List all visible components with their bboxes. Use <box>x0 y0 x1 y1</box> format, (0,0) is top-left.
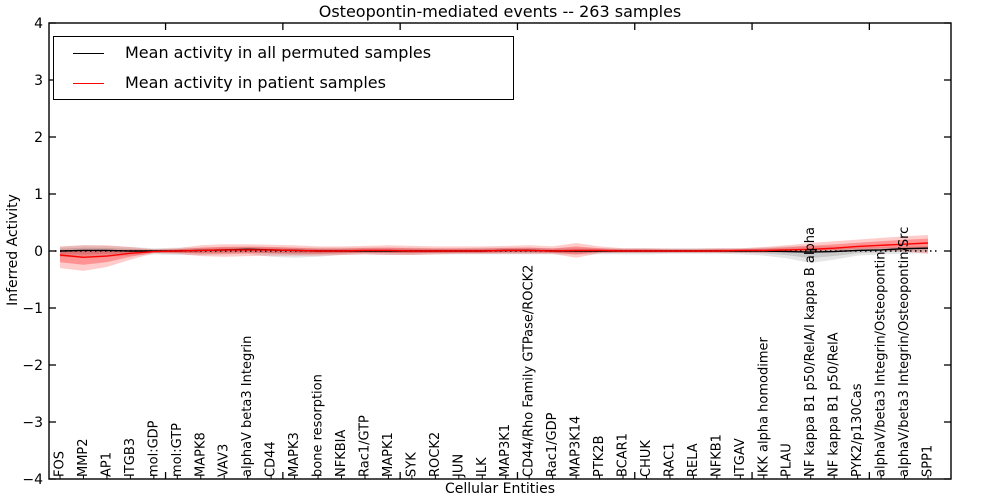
legend-label-permuted: Mean activity in all permuted samples <box>125 43 432 62</box>
x-category-label: RELA <box>686 443 701 477</box>
x-category-label: MMP2 <box>76 438 91 477</box>
y-tick-label: 3 <box>34 73 43 89</box>
y-tick-label: 1 <box>34 187 43 203</box>
x-category-label: alphaV/beta3 Integrin/Osteopontin <box>874 252 889 477</box>
x-axis-label: Cellular Entities <box>444 481 556 497</box>
patient-line-swatch-icon <box>73 82 104 84</box>
x-category-label: MAPK8 <box>193 432 208 477</box>
x-category-label: Rac1/GDP <box>545 412 560 477</box>
patient-band-outer <box>60 235 928 271</box>
y-axis-label: Inferred Activity <box>5 194 21 306</box>
chart-title: Osteopontin-mediated events -- 263 sampl… <box>318 2 682 21</box>
y-tick-label: −4 <box>22 472 43 488</box>
x-category-label: SYK <box>404 452 419 477</box>
x-category-label: MAP3K1 <box>498 424 513 477</box>
x-category-label: BCAR1 <box>616 433 631 477</box>
x-category-label: ILK <box>475 457 490 477</box>
x-category-label: ITGAV <box>733 438 748 477</box>
legend-entry-patient: Mean activity in patient samples <box>54 69 513 97</box>
y-tick-label: −2 <box>22 358 43 374</box>
x-category-label: mol:GTP <box>170 423 185 477</box>
x-category-label: mol:GDP <box>146 420 161 477</box>
legend: Mean activity in all permuted samples Me… <box>53 36 514 100</box>
x-category-label: SPP1 <box>921 445 936 477</box>
x-category-label: FOS <box>53 451 68 477</box>
x-category-label: CD44/Rho Family GTPase/ROCK2 <box>522 265 537 477</box>
x-category-label: RAC1 <box>662 442 677 477</box>
legend-label-patient: Mean activity in patient samples <box>125 73 386 92</box>
y-tick-label: −1 <box>22 301 43 317</box>
legend-entry-permuted: Mean activity in all permuted samples <box>54 39 513 67</box>
x-category-label: ITGB3 <box>123 438 138 477</box>
x-category-label: NFKB1 <box>709 434 724 477</box>
x-category-label: CD44 <box>264 441 279 477</box>
x-category-label: IKK alpha homodimer <box>756 336 771 477</box>
x-category-label: AP1 <box>99 452 114 477</box>
patient-mean-line <box>59 242 929 259</box>
x-category-label: PYK2/p130Cas <box>850 383 865 477</box>
x-category-label: MAPK1 <box>381 432 396 477</box>
permuted-line-swatch-icon <box>73 52 104 54</box>
x-category-label: ROCK2 <box>428 432 443 477</box>
x-category-label: NF kappa B1 p50/RelA <box>827 332 842 477</box>
y-tick-label: −3 <box>22 415 43 431</box>
y-tick-label: 0 <box>34 244 43 260</box>
x-category-label: alphaV beta3 Integrin <box>240 336 255 477</box>
x-category-label: Rac1/GTP <box>357 415 372 477</box>
x-category-label: PTK2B <box>592 436 607 478</box>
x-category-label: VAV3 <box>217 444 232 477</box>
x-category-label: bone resorption <box>311 374 326 477</box>
x-category-label: MAP3K14 <box>569 416 584 477</box>
y-tick-label: 4 <box>34 16 43 32</box>
x-category-label: alphaV/beta3 Integrin/Osteopontin/Src <box>897 227 912 477</box>
x-category-label: PLAU <box>780 443 795 477</box>
patient-band-inner <box>60 238 928 265</box>
x-category-label: CHUK <box>639 440 654 477</box>
x-category-label: NFKBIA <box>334 430 349 477</box>
x-category-label: MAPK3 <box>287 432 302 477</box>
x-category-label: JUN <box>451 454 466 478</box>
y-tick-label: 2 <box>34 130 43 146</box>
x-category-label: NF kappa B1 p50/RelA/I kappa B alpha <box>803 227 818 477</box>
